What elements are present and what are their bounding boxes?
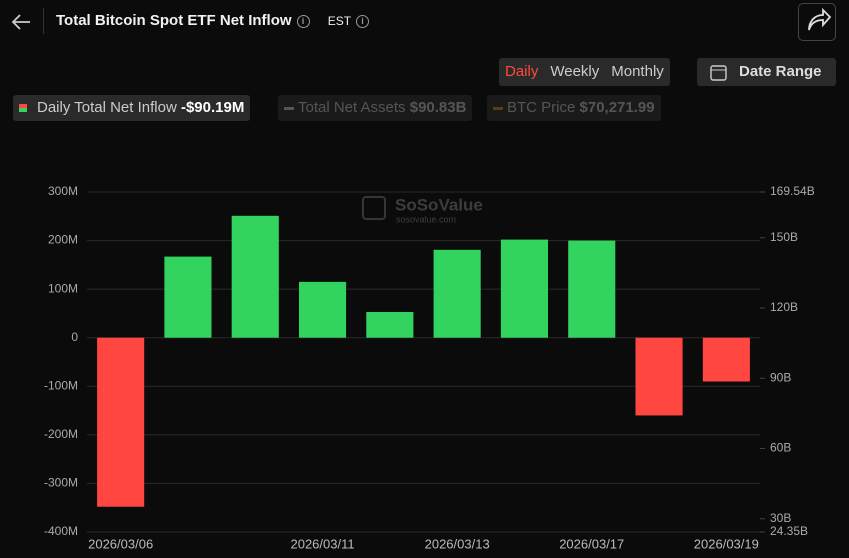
x-tick-label: 2026/03/11 [290,536,354,551]
legend-item[interactable]: BTC Price $70,271.99 [487,95,661,121]
date-range-label: Date Range [739,63,822,80]
y2-tick-label: 90B [770,370,791,384]
legend-name: Total Net Assets [298,99,406,116]
legend-value: -$90.19M [180,99,245,116]
x-tick-label: 2026/03/17 [559,536,624,551]
y2-tick-label: 150B [770,230,798,244]
y-tick-label: 200M [48,233,78,247]
timezone[interactable]: EST [327,14,352,28]
watermark-brand: SoSoValue [395,195,483,214]
y-tick-label: 300M [48,184,78,198]
info-icon[interactable]: i [296,14,310,28]
watermark-logo [362,196,386,220]
date-range-button[interactable]: Date Range [697,58,836,86]
legend-value: $70,271.99 [579,99,655,116]
period-option[interactable]: Weekly [550,63,600,80]
bar [298,281,347,338]
period-option[interactable]: Monthly [611,63,664,80]
period-toggle: Daily Weekly Monthly [499,58,670,86]
watermark: SoSoValue sosovalue.com [362,195,483,224]
y2-tick-label: 120B [770,300,798,314]
legend-swatch [19,104,27,112]
y2-tick-label: 169.54B [770,184,815,198]
x-tick-label: 2026/03/19 [694,536,759,551]
info-icon[interactable]: i [356,14,370,28]
y-tick-label: -400M [44,524,78,538]
page-title: Total Bitcoin Spot ETF Net Inflow [56,12,292,29]
bar [433,249,481,338]
legend-item[interactable]: Daily Total Net Inflow -$90.19M [13,95,251,121]
period-option[interactable]: Daily [505,63,539,80]
y-tick-label: -300M [44,476,78,490]
y2-tick-label: 24.35B [770,524,808,538]
bar [366,311,414,338]
x-tick-label: 2026/03/06 [88,536,153,551]
bar [568,240,616,338]
bar [702,337,750,382]
back-button[interactable] [10,11,32,33]
bar [164,256,212,338]
x-tick-label: 2026/03/13 [425,536,490,551]
y-tick-label: -100M [44,378,78,392]
y2-tick-label: 60B [770,441,791,455]
watermark-site: sosovalue.com [396,214,456,224]
y-tick-label: 0 [71,330,78,344]
divider [43,8,44,34]
legend-name: Daily Total Net Inflow [37,99,177,116]
legend-name: BTC Price [507,99,576,116]
bar [500,239,549,338]
share-button[interactable] [798,3,836,41]
bar [231,215,279,338]
y-tick-label: 100M [48,281,78,295]
bar [635,337,683,416]
legend-value: $90.83B [409,99,467,116]
legend-swatch [493,106,503,110]
y-tick-label: -200M [44,427,78,441]
title-row: Total Bitcoin Spot ETF Net Inflow i EST i [56,12,370,29]
y2-tick-label: 30B [770,511,791,525]
legend-swatch [284,106,294,110]
bar [97,337,145,507]
legend-item[interactable]: Total Net Assets $90.83B [278,95,473,121]
